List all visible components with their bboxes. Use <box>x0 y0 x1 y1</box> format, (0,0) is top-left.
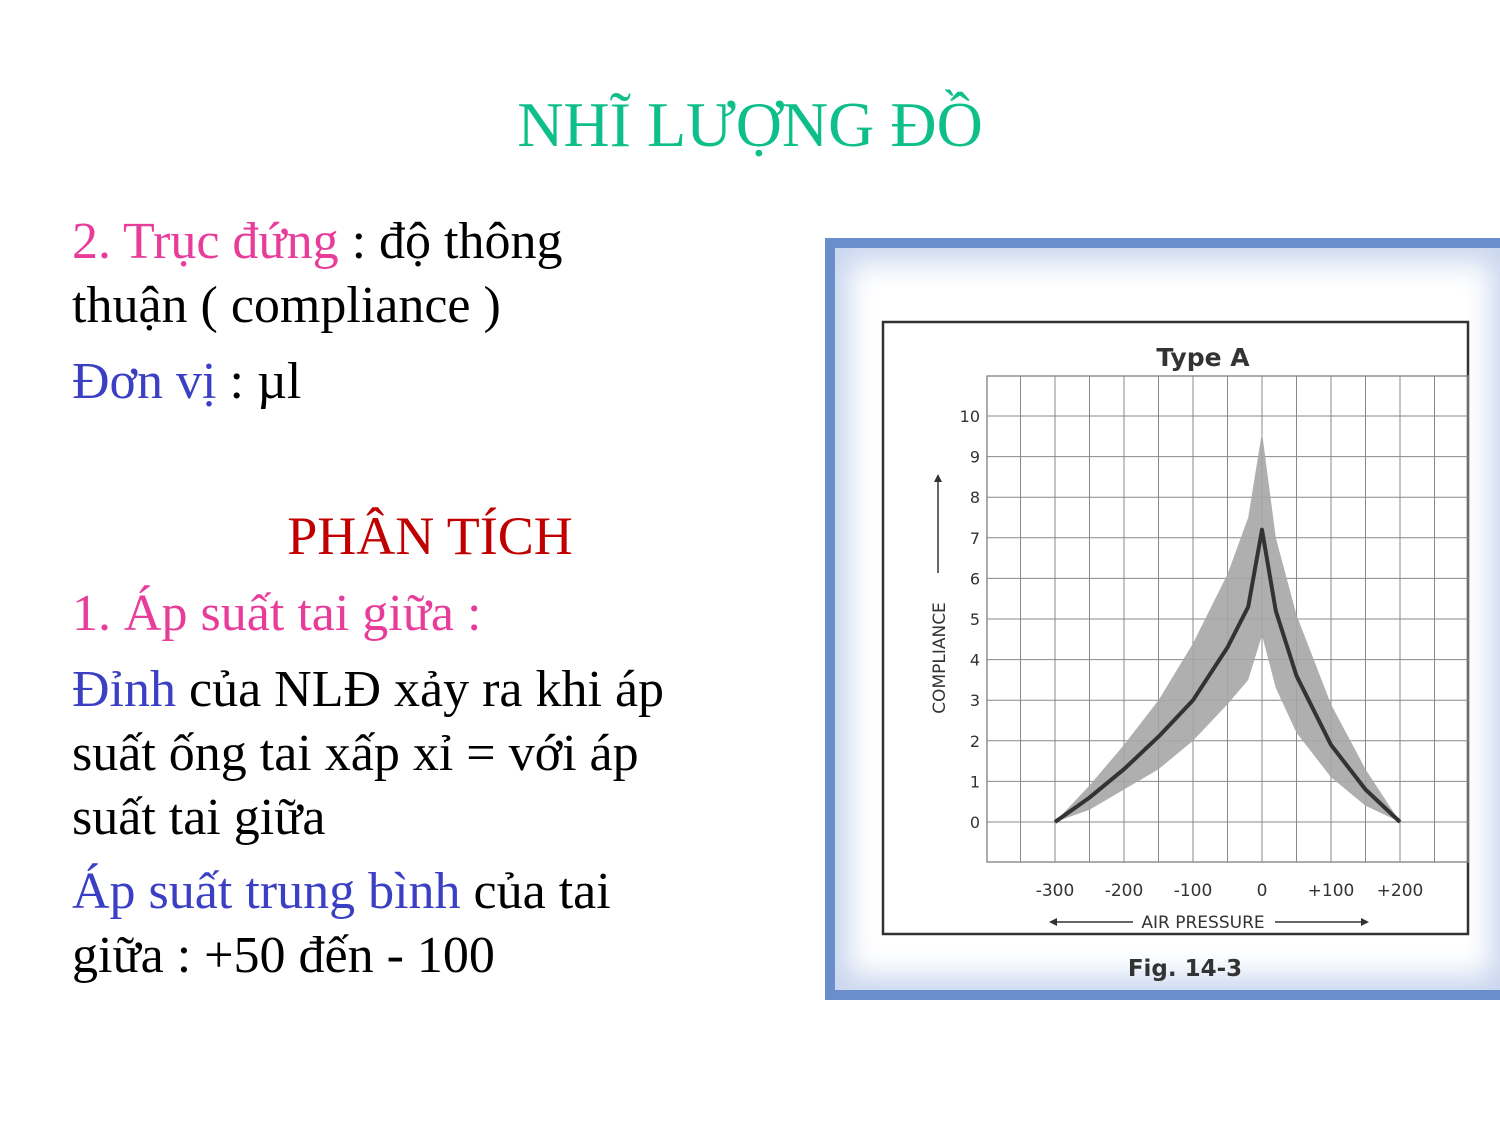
y-tick-label: 8 <box>970 488 980 507</box>
y-tick-label: 5 <box>970 610 980 629</box>
x-tick-label: -100 <box>1174 881 1213 901</box>
para1-line1: Đỉnh của NLĐ xảy ra khi áp <box>72 658 664 722</box>
figure-caption: Fig. 14-3 <box>1128 956 1242 982</box>
para2-line1: Áp suất trung bình của tai <box>72 860 611 924</box>
x-tick-label: -300 <box>1036 881 1075 901</box>
para1-keyword: Đỉnh <box>72 661 176 718</box>
vertical-axis-line: 2. Trục đứng : độ thông <box>72 210 562 274</box>
normal-range-band <box>1055 432 1400 822</box>
y-tick-label: 2 <box>970 732 980 751</box>
x-axis-label: AIR PRESSURE <box>1141 913 1264 933</box>
y-tick-label: 6 <box>970 569 980 588</box>
y-tick-label: 7 <box>970 529 980 548</box>
para2-line2: giữa : +50 đến - 100 <box>72 927 495 984</box>
mean-curve <box>1053 527 1402 824</box>
slide-title: NHĨ LƯỢNG ĐỒ <box>517 89 983 160</box>
x-tick-label: +200 <box>1377 881 1424 901</box>
figure-panel: 0 1 2 3 4 5 6 7 8 9 10 -300 -200 -100 0 +100 +200 Type A A… <box>835 248 1500 990</box>
x-tick-label: +100 <box>1308 881 1355 901</box>
section-title: PHÂN TÍCH <box>287 506 573 566</box>
x-tick-label: -200 <box>1105 881 1144 901</box>
y-tick-label: 9 <box>970 448 980 467</box>
unit-value: : µl <box>216 353 302 410</box>
chart-title: Type A <box>1156 343 1250 372</box>
para1-line2: suất ống tai xấp xỉ = với áp <box>72 725 639 782</box>
unit-label: Đơn vị <box>72 353 217 410</box>
y-tick-label: 3 <box>970 691 980 710</box>
para1-text: của NLĐ xảy ra khi áp <box>176 661 665 718</box>
para2-keyword: Áp suất trung bình <box>72 863 461 920</box>
unit-line: Đơn vị : µl <box>72 350 301 414</box>
x-tick-label: 0 <box>1257 881 1268 901</box>
y-axis-arrow-head <box>934 474 942 482</box>
x-axis-arrow-right-head <box>1361 918 1369 926</box>
y-tick-label: 1 <box>970 772 980 791</box>
tympanogram-chart: 0 1 2 3 4 5 6 7 8 9 10 -300 -200 -100 0 +100 +200 Type A A… <box>881 320 1470 982</box>
y-tick-label: 10 <box>960 407 980 426</box>
y-tick-label: 0 <box>970 813 980 832</box>
para1-line3: suất tai giữa <box>72 789 326 846</box>
vertical-axis-label: 2. Trục đứng <box>72 213 339 270</box>
x-axis-arrow-left-head <box>1049 918 1057 926</box>
y-axis-label: COMPLIANCE <box>930 602 950 714</box>
compliance-line: thuận ( compliance ) <box>72 277 501 334</box>
vertical-axis-desc: : độ thông <box>338 213 563 270</box>
figure-frame: 0 1 2 3 4 5 6 7 8 9 10 -300 -200 -100 0 +100 +200 Type A A… <box>825 238 1500 1000</box>
para2-text: của tai <box>460 863 611 920</box>
point-1-heading: 1. Áp suất tai giữa : <box>72 585 482 642</box>
y-tick-label: 4 <box>970 651 980 670</box>
